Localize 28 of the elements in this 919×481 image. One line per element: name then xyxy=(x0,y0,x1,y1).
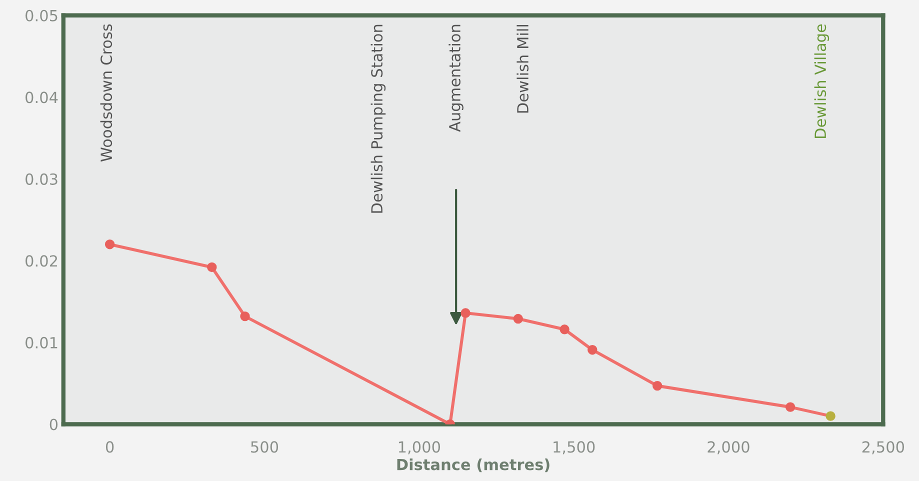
point xyxy=(785,402,796,412)
point xyxy=(104,239,115,250)
x-tick-label: 0 xyxy=(106,441,114,453)
annotation: Dewlish Village xyxy=(814,24,830,138)
x-tick-label: 500 xyxy=(251,441,278,453)
annotation: Woodsdown Cross xyxy=(100,24,112,162)
point xyxy=(513,314,523,324)
annotation: Augmentation xyxy=(448,24,464,132)
point xyxy=(826,411,836,421)
point xyxy=(460,308,470,318)
y-tick-label: 0.04 xyxy=(26,92,58,104)
y-tick-label: 0.01 xyxy=(26,336,58,348)
x-axis-title: Distance (metres) xyxy=(397,458,550,472)
point xyxy=(560,324,570,334)
x-tick-label: 1,000 xyxy=(398,441,440,454)
y-tick-label: 0 xyxy=(50,418,58,430)
point xyxy=(240,311,250,322)
point xyxy=(207,262,217,272)
x-tick-label: 1,500 xyxy=(554,441,595,454)
y-tick-label: 0.03 xyxy=(26,173,58,185)
x-tick-label: 2,500 xyxy=(862,441,904,454)
y-tick-label: 0.02 xyxy=(26,255,58,267)
annotation: Dewlish Pumping Station xyxy=(370,24,386,213)
point xyxy=(588,344,598,355)
point xyxy=(652,380,662,391)
x-tick-label: 2,000 xyxy=(708,441,750,454)
annotation: Dewlish Mill xyxy=(516,25,529,113)
y-tick-label: 0.05 xyxy=(26,10,58,22)
